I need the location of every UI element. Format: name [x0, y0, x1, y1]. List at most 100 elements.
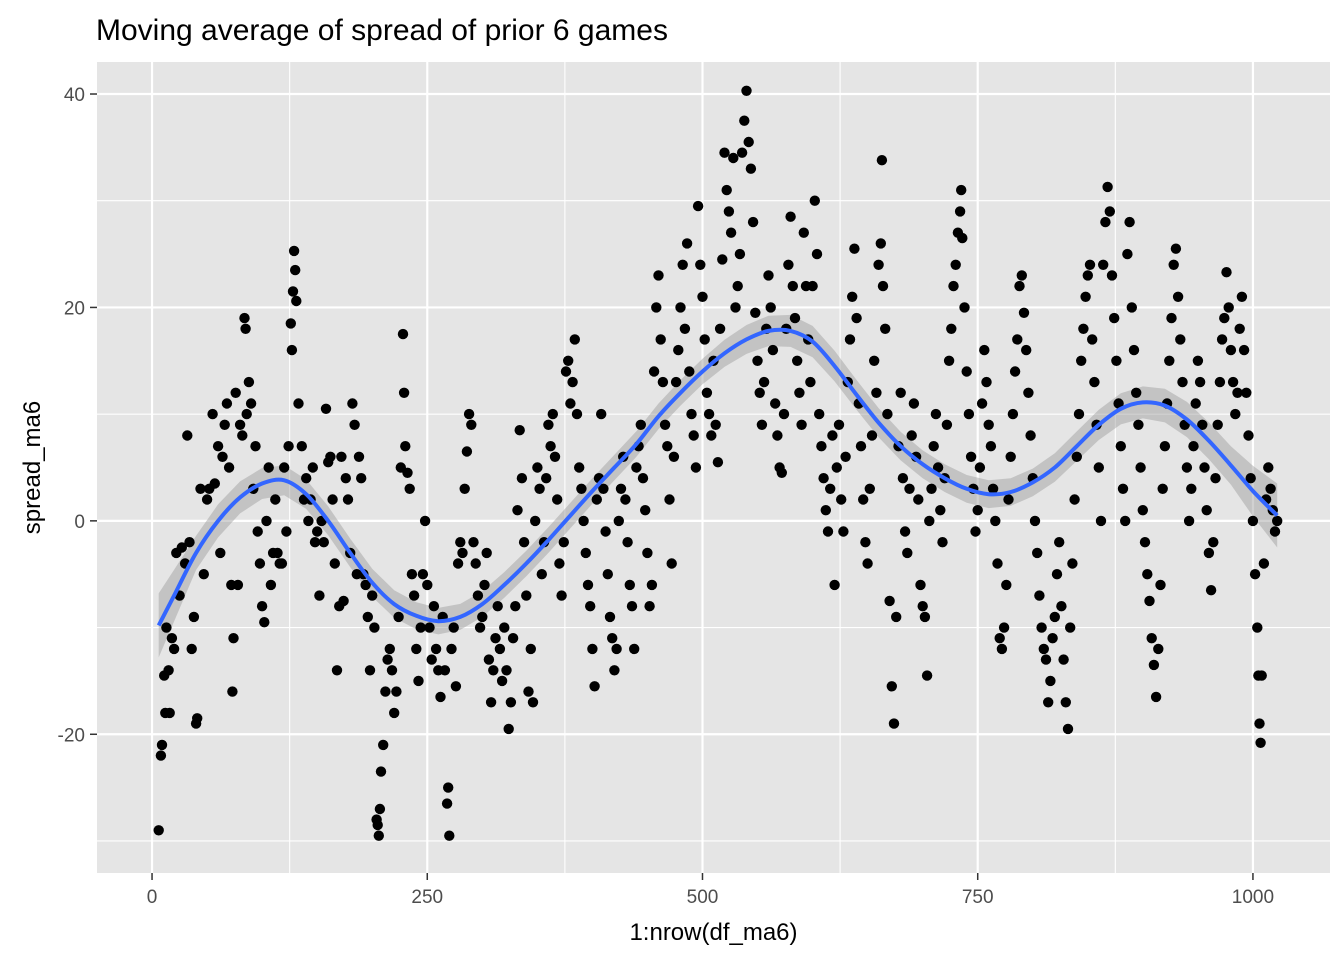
data-point — [277, 558, 287, 568]
data-point — [741, 86, 751, 96]
y-axis: -2002040 — [58, 85, 97, 746]
data-point — [1102, 182, 1112, 192]
data-point — [693, 201, 703, 211]
data-point — [1272, 516, 1282, 526]
data-point — [1118, 484, 1128, 494]
data-point — [1065, 622, 1075, 632]
data-point — [785, 212, 795, 222]
data-point — [1054, 537, 1064, 547]
data-point — [308, 462, 318, 472]
data-point — [871, 388, 881, 398]
data-point — [847, 292, 857, 302]
data-point — [913, 494, 923, 504]
data-point — [354, 452, 364, 462]
data-point — [228, 633, 238, 643]
data-point — [257, 601, 267, 611]
data-point — [391, 686, 401, 696]
data-point — [1219, 313, 1229, 323]
data-point — [997, 644, 1007, 654]
data-point — [1067, 558, 1077, 568]
data-point — [981, 377, 991, 387]
data-point — [1188, 441, 1198, 451]
data-point — [878, 281, 888, 291]
data-point — [341, 473, 351, 483]
data-point — [1221, 267, 1231, 277]
data-point — [877, 155, 887, 165]
data-point — [959, 302, 969, 312]
data-point — [1008, 409, 1018, 419]
data-point — [1257, 670, 1267, 680]
data-point — [291, 296, 301, 306]
data-point — [1255, 738, 1265, 748]
data-point — [418, 569, 428, 579]
data-point — [1147, 633, 1157, 643]
data-point — [207, 409, 217, 419]
data-point — [869, 356, 879, 366]
data-point — [572, 409, 582, 419]
data-point — [574, 462, 584, 472]
data-point — [686, 409, 696, 419]
data-point — [537, 569, 547, 579]
data-point — [1250, 569, 1260, 579]
data-point — [915, 580, 925, 590]
data-point — [583, 580, 593, 590]
data-point — [373, 820, 383, 830]
data-point — [1039, 644, 1049, 654]
data-point — [1041, 654, 1051, 664]
data-point — [356, 473, 366, 483]
data-point — [814, 409, 824, 419]
data-point — [413, 676, 423, 686]
data-point — [1001, 580, 1011, 590]
y-tick-label: -20 — [58, 725, 85, 746]
data-point — [570, 334, 580, 344]
data-point — [673, 345, 683, 355]
data-point — [367, 590, 377, 600]
data-point — [1120, 516, 1130, 526]
data-point — [301, 473, 311, 483]
data-point — [559, 537, 569, 547]
data-point — [440, 665, 450, 675]
data-point — [556, 590, 566, 600]
data-point — [887, 681, 897, 691]
data-point — [545, 441, 555, 451]
data-point — [946, 324, 956, 334]
data-point — [1155, 580, 1165, 590]
data-point — [1208, 537, 1218, 547]
data-point — [884, 596, 894, 606]
data-point — [706, 430, 716, 440]
data-point — [865, 484, 875, 494]
data-point — [840, 452, 850, 462]
data-point — [169, 644, 179, 654]
data-point — [1116, 441, 1126, 451]
data-point — [973, 505, 983, 515]
data-point — [1206, 585, 1216, 595]
data-point — [862, 558, 872, 568]
data-point — [695, 260, 705, 270]
data-point — [548, 409, 558, 419]
data-point — [614, 516, 624, 526]
data-point — [1072, 452, 1082, 462]
data-point — [1058, 654, 1068, 664]
data-point — [810, 196, 820, 206]
data-point — [1094, 462, 1104, 472]
data-point — [957, 233, 967, 243]
data-point — [250, 441, 260, 451]
data-point — [589, 681, 599, 691]
data-point — [858, 494, 868, 504]
data-point — [495, 644, 505, 654]
data-point — [429, 601, 439, 611]
data-point — [156, 750, 166, 760]
data-point — [1019, 308, 1029, 318]
data-point — [979, 345, 989, 355]
data-point — [338, 596, 348, 606]
data-point — [891, 612, 901, 622]
data-point — [746, 164, 756, 174]
data-point — [730, 302, 740, 312]
data-point — [550, 452, 560, 462]
data-point — [443, 782, 453, 792]
data-point — [398, 329, 408, 339]
data-point — [834, 420, 844, 430]
data-point — [1074, 409, 1084, 419]
data-point — [735, 249, 745, 259]
